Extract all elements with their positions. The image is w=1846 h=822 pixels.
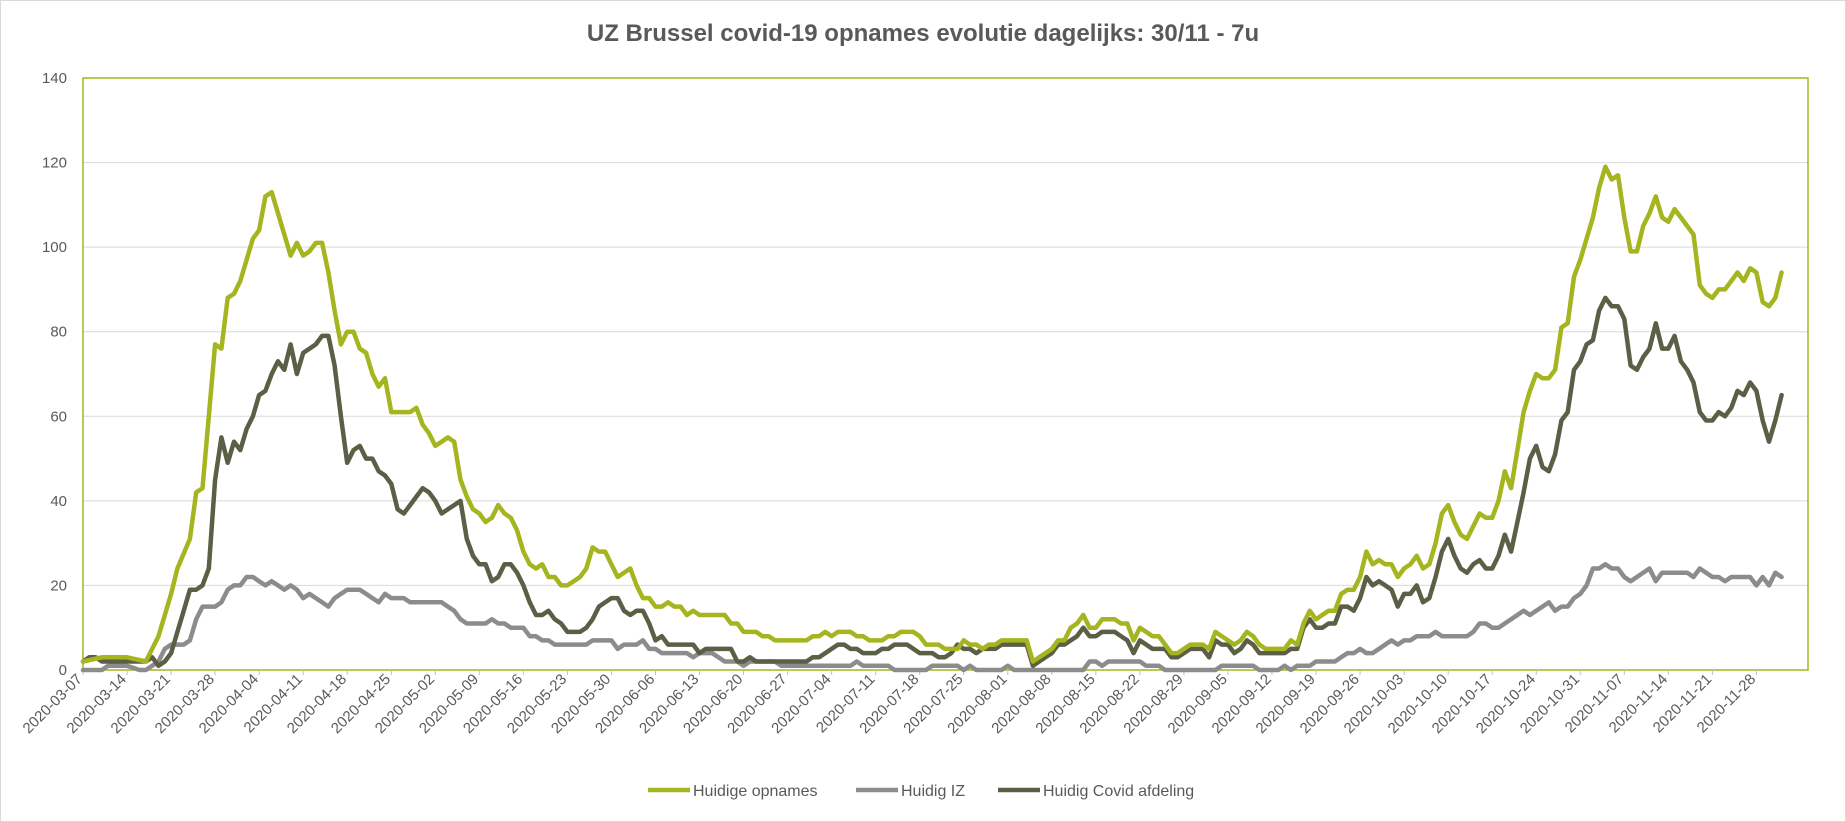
y-tick-label: 0 [59,662,67,679]
chart-title: UZ Brussel covid-19 opnames evolutie dag… [586,20,1260,47]
y-tick-label: 20 [50,577,67,594]
y-tick-label: 100 [42,239,67,256]
series-line [80,562,1784,673]
series-line [80,295,1784,669]
y-tick-label: 120 [42,155,67,172]
legend-label: Huidig IZ [901,783,965,800]
y-tick-label: 40 [50,493,67,510]
series-line [80,164,1784,664]
legend-label: Huidig Covid afdeling [1043,783,1194,800]
plot-area-border [82,77,1809,671]
legend-label: Huidige opnames [693,783,818,800]
y-tick-label: 140 [42,70,67,87]
y-tick-label: 80 [50,324,67,341]
y-tick-label: 60 [50,408,67,425]
